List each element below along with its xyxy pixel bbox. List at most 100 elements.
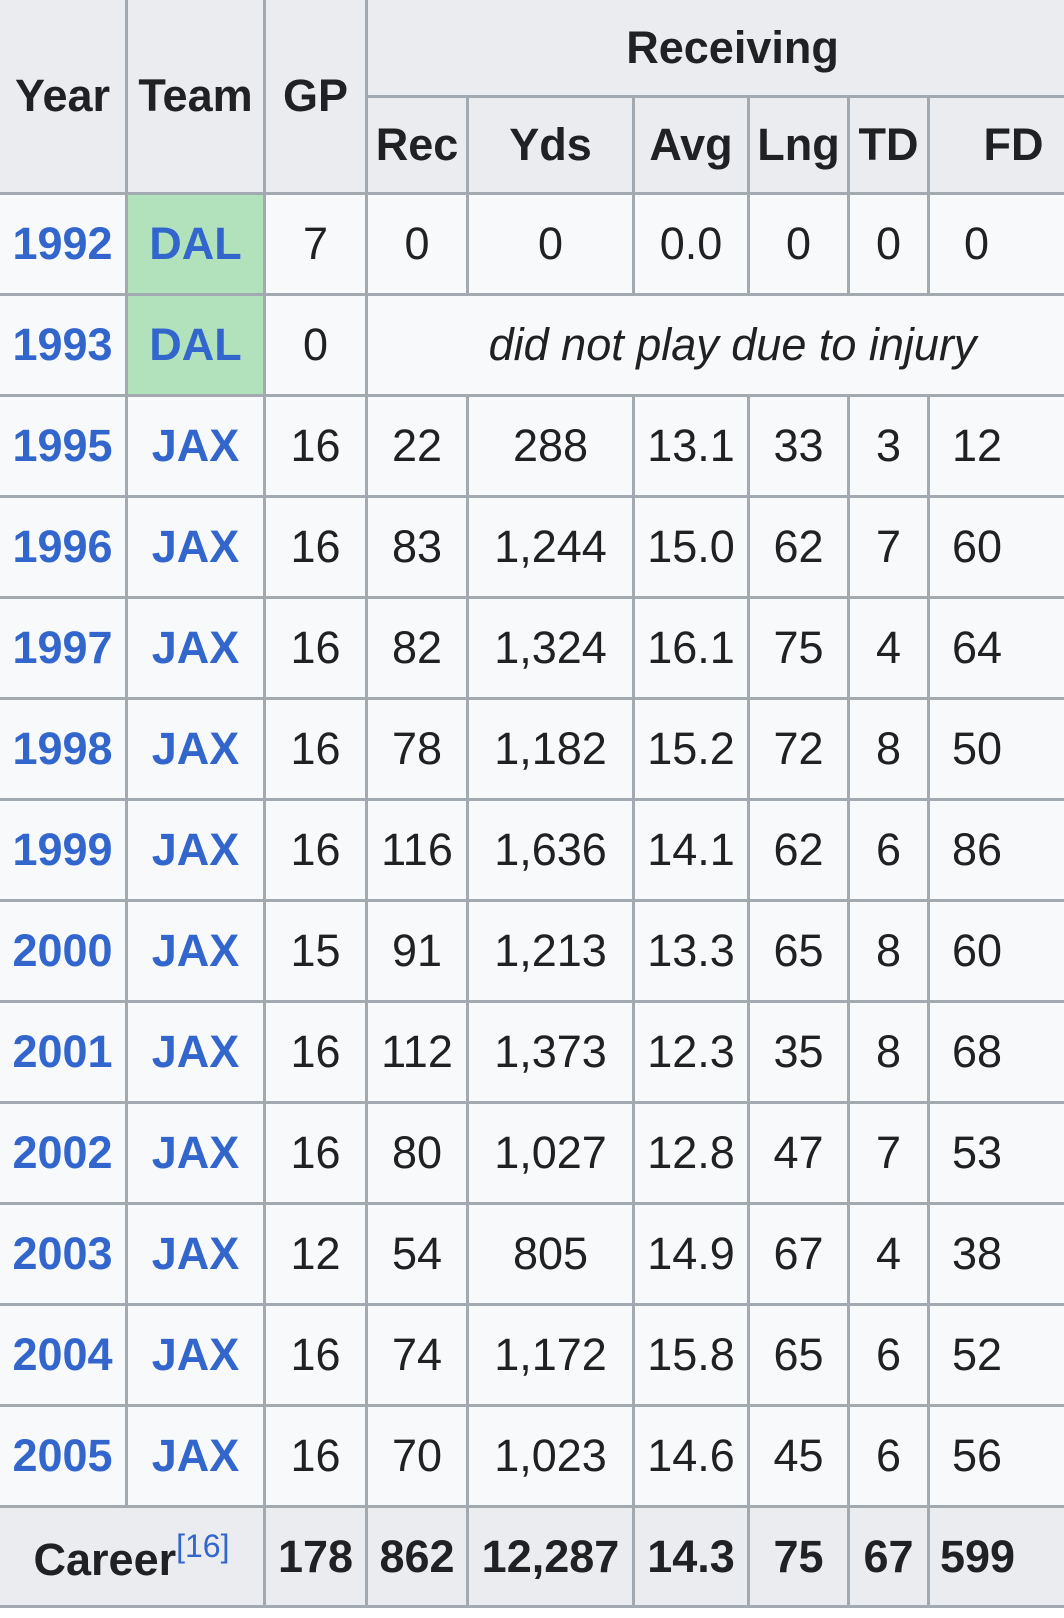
yds-cell: 1,324: [466, 596, 635, 700]
gp-cell: 7: [263, 192, 368, 296]
fd-cell: 86: [926, 798, 1064, 902]
fd-cell: 50: [926, 697, 1064, 801]
injury-note: did not play due to injury: [364, 293, 1064, 397]
year-link[interactable]: 2003: [0, 1202, 128, 1306]
team-link[interactable]: DAL: [125, 192, 266, 296]
yds-cell: 1,636: [466, 798, 635, 902]
td-cell: 4: [847, 1202, 930, 1306]
lng-cell: 62: [747, 798, 850, 902]
year-link[interactable]: 1996: [0, 495, 128, 599]
team-link[interactable]: JAX: [125, 1303, 266, 1407]
td-header: TD: [847, 95, 930, 195]
team-link[interactable]: JAX: [125, 596, 266, 700]
td-cell: 8: [847, 1000, 930, 1104]
year-link[interactable]: 2001: [0, 1000, 128, 1104]
team-link[interactable]: JAX: [125, 697, 266, 801]
team-link[interactable]: JAX: [125, 394, 266, 498]
lng-cell: 75: [747, 596, 850, 700]
avg-cell: 14.6: [632, 1404, 750, 1508]
avg-cell: 0.0: [632, 192, 750, 296]
table-row: 2000 JAX 15 91 1,213 13.3 65 8 60: [0, 899, 1064, 1003]
yds-cell: 1,182: [466, 697, 635, 801]
career-label: Career: [33, 1533, 177, 1585]
year-link[interactable]: 1992: [0, 192, 128, 296]
td-cell: 7: [847, 1101, 930, 1205]
td-cell: 3: [847, 394, 930, 498]
year-link[interactable]: 1998: [0, 697, 128, 801]
rec-cell: 80: [365, 1101, 469, 1205]
gp-cell: 16: [263, 596, 368, 700]
year-link[interactable]: 2004: [0, 1303, 128, 1407]
year-header: Year: [0, 0, 128, 195]
td-cell: 6: [847, 1404, 930, 1508]
team-link[interactable]: DAL: [125, 293, 266, 397]
team-link[interactable]: JAX: [125, 899, 266, 1003]
rec-header: Rec: [365, 95, 469, 195]
td-cell: 4: [847, 596, 930, 700]
career-avg: 14.3: [632, 1505, 750, 1608]
gp-cell: 15: [263, 899, 368, 1003]
rec-cell-league-lead: 116: [365, 798, 469, 902]
yds-header: Yds: [466, 95, 635, 195]
career-yds: 12,287: [466, 1505, 635, 1608]
rec-cell: 22: [365, 394, 469, 498]
td-cell: 6: [847, 1303, 930, 1407]
td-cell: 8: [847, 697, 930, 801]
gp-cell: 16: [263, 495, 368, 599]
year-link[interactable]: 2000: [0, 899, 128, 1003]
avg-cell: 14.1: [632, 798, 750, 902]
gp-header: GP: [263, 0, 368, 195]
avg-cell: 13.3: [632, 899, 750, 1003]
year-link[interactable]: 1999: [0, 798, 128, 902]
career-lng: 75: [747, 1505, 850, 1608]
gp-cell: 12: [263, 1202, 368, 1306]
td-cell: 6: [847, 798, 930, 902]
table-row: 1997 JAX 16 82 1,324 16.1 75 4 64: [0, 596, 1064, 700]
fd-header: FD: [926, 95, 1064, 195]
rec-cell: 54: [365, 1202, 469, 1306]
rec-cell: 91: [365, 899, 469, 1003]
career-label-cell: Career[16]: [0, 1505, 266, 1608]
fd-cell: 0: [926, 192, 1064, 296]
team-header: Team: [125, 0, 266, 195]
avg-cell: 14.9: [632, 1202, 750, 1306]
year-link[interactable]: 1993: [0, 293, 128, 397]
yds-cell: 1,373: [466, 1000, 635, 1104]
table-row: 2001 JAX 16 112 1,373 12.3 35 8 68: [0, 1000, 1064, 1104]
fd-cell: 12: [926, 394, 1064, 498]
year-link[interactable]: 1995: [0, 394, 128, 498]
td-cell: 8: [847, 899, 930, 1003]
yds-cell: 805: [466, 1202, 635, 1306]
table-row: 1998 JAX 16 78 1,182 15.2 72 8 50: [0, 697, 1064, 801]
fd-cell: 60: [926, 495, 1064, 599]
year-link[interactable]: 2002: [0, 1101, 128, 1205]
gp-cell: 16: [263, 1101, 368, 1205]
team-link[interactable]: JAX: [125, 495, 266, 599]
fd-cell: 38: [926, 1202, 1064, 1306]
team-link[interactable]: JAX: [125, 1202, 266, 1306]
avg-header: Avg: [632, 95, 750, 195]
avg-cell: 16.1: [632, 596, 750, 700]
gp-cell: 16: [263, 798, 368, 902]
career-fd: 599: [926, 1505, 1064, 1608]
gp-cell: 16: [263, 697, 368, 801]
lng-cell: 65: [747, 899, 850, 1003]
lng-cell: 72: [747, 697, 850, 801]
rec-cell: 82: [365, 596, 469, 700]
rec-cell: 83: [365, 495, 469, 599]
career-td: 67: [847, 1505, 930, 1608]
td-cell: 0: [847, 192, 930, 296]
team-link[interactable]: JAX: [125, 1404, 266, 1508]
team-link[interactable]: JAX: [125, 798, 266, 902]
team-link[interactable]: JAX: [125, 1000, 266, 1104]
reference-link[interactable]: [16]: [176, 1527, 230, 1564]
yds-cell: 1,213: [466, 899, 635, 1003]
year-link[interactable]: 1997: [0, 596, 128, 700]
yds-cell: 1,172: [466, 1303, 635, 1407]
lng-cell: 47: [747, 1101, 850, 1205]
team-link[interactable]: JAX: [125, 1101, 266, 1205]
lng-cell: 0: [747, 192, 850, 296]
year-link[interactable]: 2005: [0, 1404, 128, 1508]
career-rec: 862: [365, 1505, 469, 1608]
